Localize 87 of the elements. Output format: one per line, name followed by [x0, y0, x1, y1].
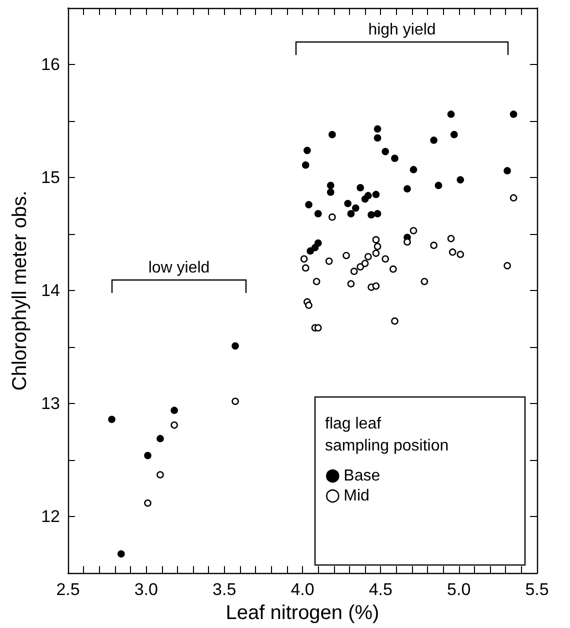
point: [430, 242, 438, 249]
point: [510, 194, 518, 202]
point: [410, 227, 418, 234]
point: [391, 317, 398, 325]
point: [156, 471, 164, 478]
point: [382, 255, 390, 263]
point: [156, 434, 164, 442]
point: [390, 265, 397, 273]
point: [118, 550, 125, 558]
y-tick-label: 13: [41, 394, 60, 414]
point: [347, 280, 355, 288]
point: [356, 263, 364, 270]
point: [352, 204, 360, 212]
point: [170, 406, 178, 414]
point: [232, 342, 239, 350]
point: [302, 264, 310, 272]
point: [325, 258, 333, 265]
point: [314, 239, 322, 247]
point: [430, 136, 438, 144]
point: [456, 176, 464, 184]
point: [347, 210, 355, 218]
point: [306, 247, 314, 255]
point: [448, 248, 456, 256]
point: [382, 148, 390, 156]
x-tick-label: 5.5: [525, 580, 549, 600]
point: [504, 167, 511, 174]
point: [356, 184, 364, 192]
point: [302, 161, 310, 169]
point: [391, 154, 398, 162]
point: [372, 250, 380, 257]
x-tick-label: 3.0: [134, 580, 158, 600]
legend-label: Mid: [344, 488, 370, 504]
point: [410, 166, 418, 174]
point: [372, 282, 380, 290]
y-tick-label: 14: [41, 281, 60, 300]
point: [144, 499, 152, 507]
point: [364, 252, 372, 260]
point: [456, 250, 464, 258]
point: [374, 242, 382, 250]
y-tick-label: 12: [41, 507, 60, 526]
point: [300, 255, 308, 263]
point: [350, 268, 358, 275]
y-tick-label: 16: [41, 55, 60, 74]
point: [108, 416, 116, 424]
legend-title: flag leaf sampling position: [325, 416, 449, 454]
point: [312, 278, 320, 286]
point: [326, 182, 334, 190]
point: [328, 130, 336, 138]
point: [344, 200, 352, 208]
x-tick-label: 5.0: [447, 580, 471, 600]
annotation: high yield: [368, 22, 436, 38]
point: [504, 262, 511, 270]
point: [404, 185, 411, 192]
y-axis-title: Chlorophyll meter obs.: [9, 190, 32, 391]
x-tick-label: 4.5: [368, 580, 392, 600]
point: [447, 110, 455, 118]
point: [510, 110, 518, 118]
y-tick-label: 15: [41, 168, 60, 188]
point: [374, 134, 382, 142]
point: [434, 182, 442, 190]
x-axis-title: Leaf nitrogen (%): [226, 602, 380, 624]
point: [342, 252, 350, 260]
x-tick-label: 4.0: [290, 580, 314, 600]
point: [305, 302, 312, 309]
point: [304, 146, 311, 154]
point: [314, 324, 322, 332]
point: [374, 125, 382, 133]
annotation: low yield: [148, 260, 210, 276]
point: [305, 201, 312, 208]
point: [368, 211, 375, 218]
point: [372, 190, 380, 198]
point: [232, 398, 239, 405]
point: [361, 195, 369, 203]
point: [170, 421, 178, 429]
point: [314, 210, 322, 218]
legend-label: Base: [344, 468, 380, 484]
point: [372, 236, 380, 244]
x-tick-label: 2.5: [56, 580, 80, 600]
point: [326, 188, 334, 196]
point: [450, 130, 458, 138]
point: [144, 452, 152, 460]
point: [420, 278, 428, 286]
point: [361, 260, 369, 268]
point: [447, 234, 455, 242]
point: [328, 213, 336, 221]
x-tick-label: 3.5: [212, 580, 236, 600]
point: [374, 210, 382, 218]
